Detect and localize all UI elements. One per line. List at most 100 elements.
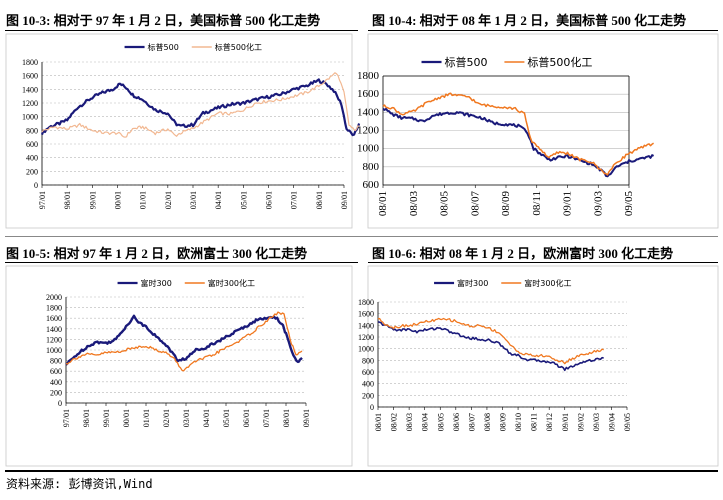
x-tick-label: 04/01	[214, 191, 223, 209]
x-tick-label: 08/08	[483, 413, 492, 431]
y-tick-label: 1200	[46, 335, 62, 344]
x-tick-label: 99/01	[88, 191, 97, 209]
y-tick-label: 1200	[357, 125, 380, 137]
series-line-2	[377, 317, 604, 365]
y-tick-label: 1000	[357, 143, 380, 155]
legend-item-1: 富时300	[117, 278, 172, 288]
title-rule-2	[368, 30, 718, 31]
chart-2: 600 800 1000 1200 1400 1600 1800 08/01 08/03 08/0…	[357, 33, 719, 229]
series-line-1	[40, 78, 361, 137]
title-rule-3	[5, 262, 358, 263]
x-tick-label: 08/10	[514, 413, 523, 431]
x-tick-label: 02/01	[162, 409, 171, 427]
y-tick-label: 1600	[358, 310, 374, 319]
legend-label: 标普500	[148, 42, 179, 52]
chart-1: 0 200 400 600 800 1000 1200 1400 1600 1800 97/01 98…	[5, 33, 361, 229]
y-tick-label: 200	[50, 388, 62, 397]
legend-label: 富时300	[457, 278, 488, 288]
x-tick-label: 08/01	[282, 409, 291, 427]
legend-label: 富时300化工	[524, 278, 571, 288]
y-tick-label: 600	[362, 368, 374, 377]
legend-item-1: 富时300	[434, 278, 488, 288]
legend-item-2: 标普500化工	[504, 55, 592, 69]
x-tick-label: 08/07	[469, 191, 481, 217]
y-tick-label: 200	[26, 167, 38, 176]
y-tick-label: 800	[363, 161, 380, 173]
series-line-1	[382, 107, 655, 178]
y-tick-label: 0	[34, 181, 38, 190]
legend-label: 标普500	[445, 55, 488, 69]
x-tick-label: 08/03	[408, 191, 420, 217]
x-tick-label: 03/01	[189, 191, 198, 209]
y-tick-label: 1800	[357, 70, 380, 82]
chart-frame	[5, 265, 353, 467]
title-rule-1	[5, 30, 358, 31]
x-tick-label: 98/01	[63, 191, 72, 209]
legend-label: 标普500化工	[215, 42, 262, 52]
x-tick-label: 08/09	[499, 413, 508, 431]
x-tick-label: 05/01	[222, 409, 231, 427]
x-tick-label: 08/01	[315, 191, 324, 209]
y-tick-label: 800	[26, 126, 38, 135]
chart-4: 0 200 400 600 800 1000 1200 1400 1600 1800 08/01 08…	[358, 265, 719, 467]
legend-item-2: 标普500化工	[191, 42, 262, 52]
chart-title-3: 图 10-5: 相对 97 年 1 月 2 日，欧洲富士 300 化工走势	[6, 246, 308, 261]
x-tick-label: 02/01	[164, 191, 173, 209]
x-tick-label: 08/06	[452, 413, 461, 431]
legend-label: 富时300化工	[208, 278, 255, 288]
x-tick-label: 98/01	[82, 409, 91, 427]
x-tick-label: 09/01	[562, 191, 574, 216]
y-tick-label: 1400	[46, 325, 62, 334]
chart-title-4: 图 10-6: 相对 08 年 1 月 2 日，欧洲富时 300 化工走势	[372, 246, 674, 261]
section-divider	[5, 236, 718, 237]
y-tick-label: 800	[362, 356, 374, 365]
legend-item-1: 标普500	[421, 55, 488, 69]
chart-frame	[5, 33, 353, 229]
y-tick-label: 1400	[358, 321, 374, 330]
legend-label: 富时300	[141, 278, 172, 288]
series-line-1	[377, 321, 604, 372]
legend-label: 标普500化工	[527, 55, 592, 69]
title-rule-4	[368, 262, 718, 263]
legend-item-2: 富时300化工	[501, 278, 572, 288]
legend-item-1: 标普500	[124, 42, 179, 52]
x-tick-label: 00/01	[114, 191, 123, 209]
series-line-2	[41, 72, 360, 138]
footer-rule	[5, 470, 718, 472]
y-tick-label: 1200	[22, 99, 38, 108]
x-tick-label: 99/01	[102, 409, 111, 427]
x-tick-label: 97/01	[38, 191, 47, 209]
chart-frame	[367, 265, 719, 467]
x-tick-label: 09/04	[607, 413, 616, 431]
y-tick-label: 1000	[46, 346, 62, 355]
legend-item-2: 富时300化工	[184, 278, 255, 288]
x-tick-label: 06/01	[242, 409, 251, 427]
source-note: 资料来源: 彭博资讯,Wind	[6, 477, 153, 491]
chart-title-1: 图 10-3: 相对于 97 年 1 月 2 日，美国标普 500 化工走势	[6, 13, 321, 28]
y-tick-label: 1600	[22, 72, 38, 81]
series-line-2	[65, 311, 303, 372]
x-tick-label: 08/05	[439, 191, 451, 217]
x-tick-label: 04/01	[202, 409, 211, 427]
y-tick-label: 1200	[358, 333, 374, 342]
x-tick-label: 08/07	[467, 413, 476, 431]
x-tick-label: 08/11	[530, 413, 539, 431]
x-tick-label: 08/12	[545, 413, 554, 431]
y-tick-label: 800	[50, 357, 62, 366]
y-tick-label: 1600	[46, 314, 62, 323]
x-tick-label: 01/01	[142, 409, 151, 427]
x-tick-label: 08/04	[421, 413, 430, 431]
y-tick-label: 1400	[22, 85, 38, 94]
x-tick-label: 07/01	[262, 409, 271, 427]
series-line-1	[65, 314, 303, 366]
y-tick-label: 200	[362, 391, 374, 400]
y-tick-label: 1800	[22, 58, 38, 67]
x-tick-label: 08/05	[436, 413, 445, 431]
y-tick-label: 400	[50, 378, 62, 387]
x-tick-label: 08/03	[405, 413, 414, 431]
y-tick-label: 0	[58, 399, 62, 408]
x-tick-label: 09/03	[592, 191, 604, 217]
y-tick-label: 400	[26, 154, 38, 163]
x-tick-label: 03/01	[182, 409, 191, 427]
